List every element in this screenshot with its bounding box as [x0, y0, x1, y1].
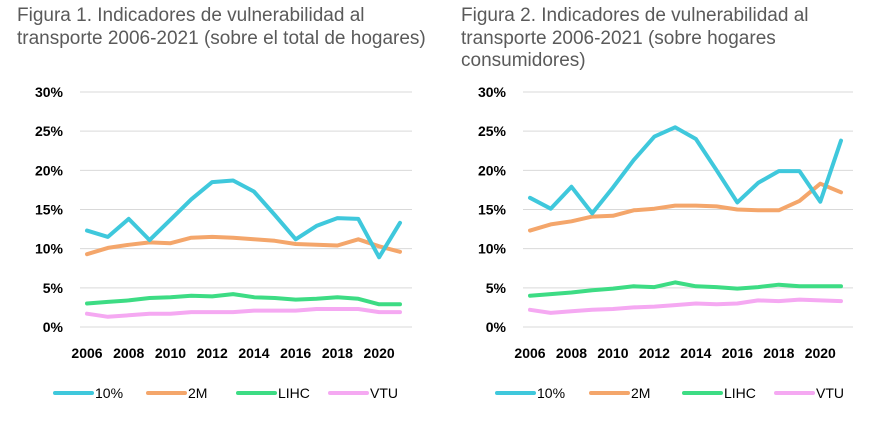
x-tick-label: 2012 — [639, 345, 670, 361]
legend-label: 10% — [537, 385, 565, 401]
x-tick-label: 2018 — [763, 345, 794, 361]
y-tick-label: 25% — [35, 123, 64, 139]
legend-label: VTU — [370, 385, 398, 401]
x-tick-label: 2008 — [113, 345, 144, 361]
x-tick-label: 2016 — [722, 345, 753, 361]
x-tick-label: 2016 — [280, 345, 311, 361]
chart-title: Figura 1. Indicadores de vulnerabilidad … — [17, 5, 426, 49]
legend-label: 10% — [95, 385, 123, 401]
legend-label: 2M — [631, 385, 650, 401]
line-chart-plot: 0% 5% 10% 15% 20% 25% 30% 2006 2008 2010 2012 2014 2… — [35, 84, 412, 401]
x-tick-label: 2008 — [556, 345, 587, 361]
series-line-lihc — [85, 292, 402, 307]
x-tick-label: 2010 — [597, 345, 628, 361]
figure-1: Figura 1. Indicadores de vulnerabilidad … — [0, 0, 444, 425]
y-tick-label: 5% — [43, 280, 64, 296]
series-line-2m — [528, 181, 843, 233]
legend-label: LIHC — [278, 385, 310, 401]
x-tick-label: 2014 — [238, 345, 269, 361]
series-line-10pct — [85, 178, 402, 260]
series-line-vtu — [85, 307, 402, 319]
x-tick-label: 2010 — [155, 345, 186, 361]
y-tick-label: 0% — [486, 319, 507, 335]
y-tick-label: 30% — [35, 84, 64, 100]
x-tick-label: 2012 — [197, 345, 228, 361]
series-line-2m — [85, 234, 402, 257]
x-tick-label: 2006 — [71, 345, 102, 361]
legend-label: VTU — [816, 385, 844, 401]
figure-2: Figura 2. Indicadores de vulnerabilidad … — [444, 0, 889, 425]
series-line-10pct — [528, 125, 843, 216]
legend-label: 2M — [188, 385, 207, 401]
y-tick-label: 10% — [35, 241, 64, 257]
y-tick-label: 30% — [478, 84, 507, 100]
x-tick-label: 2014 — [680, 345, 711, 361]
y-tick-label: 15% — [478, 202, 507, 218]
legend-label: LIHC — [724, 385, 756, 401]
chart-title: Figura 2. Indicadores de vulnerabilidad … — [461, 5, 809, 71]
x-tick-label: 2018 — [322, 345, 353, 361]
y-tick-label: 20% — [478, 162, 507, 178]
series-line-lihc — [528, 280, 843, 298]
line-chart-plot: 0% 5% 10% 15% 20% 25% 30% 2006 2008 2010 2012 2014 2… — [478, 84, 853, 401]
y-tick-label: 5% — [486, 280, 507, 296]
series-line-vtu — [528, 297, 843, 315]
y-tick-label: 15% — [35, 202, 64, 218]
x-tick-label: 2020 — [805, 345, 836, 361]
y-tick-label: 0% — [43, 319, 64, 335]
y-tick-label: 25% — [478, 123, 507, 139]
y-tick-label: 20% — [35, 162, 64, 178]
x-tick-label: 2006 — [514, 345, 545, 361]
y-tick-label: 10% — [478, 241, 507, 257]
x-tick-label: 2020 — [364, 345, 395, 361]
